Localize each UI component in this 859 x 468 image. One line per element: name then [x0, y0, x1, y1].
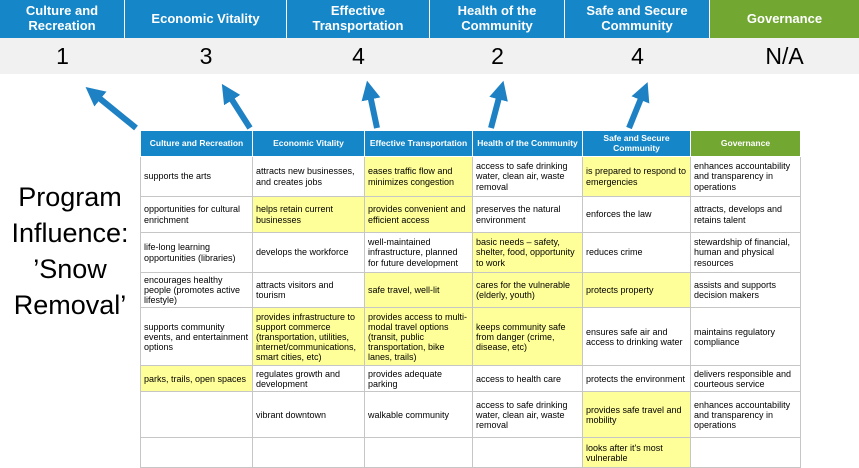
matrix-cell-empty	[690, 437, 801, 468]
matrix-cell-attracts-develops-and-retains: attracts, develops and retains talent	[690, 196, 801, 233]
matrix-cell-vibrant-downtown: vibrant downtown	[252, 391, 365, 439]
matrix-cell-attracts-visitors-and-tourism: attracts visitors and tourism	[252, 271, 365, 309]
matrix-cell-protects-property: protects property	[582, 271, 691, 309]
matrix-cell-protects-the-environment: protects the environment	[582, 365, 691, 393]
arrows-layer	[85, 80, 650, 131]
arrow-icon	[488, 80, 508, 129]
matrix-body: supports the arts attracts new businesses…	[140, 156, 801, 468]
matrix-cell-empty	[364, 437, 473, 468]
matrix-header-governance: Governance	[690, 130, 801, 157]
matrix-cell-empty	[140, 437, 253, 468]
matrix-cell-is-prepared-to-respond: is prepared to respond to emergencies	[582, 156, 691, 197]
arrow-icon	[221, 83, 253, 130]
matrix-cell-enhances-accountability-and-transparency: enhances accountability and transparency…	[690, 156, 801, 197]
matrix-cell-provides-adequate-parking: provides adequate parking	[364, 365, 473, 393]
scoreboard-score-row: 1 3 4 2 4 N/A	[0, 38, 859, 74]
matrix-header-safe-and-secure-community: Safe and Secure Community	[582, 130, 691, 157]
matrix-row-4: encourages healthy people (promotes acti…	[140, 271, 801, 309]
score-value-governance: N/A	[765, 42, 804, 69]
matrix-cell-develops-the-workforce: develops the workforce	[252, 232, 365, 273]
matrix-cell-attracts-new-businesses-and: attracts new businesses, and creates job…	[252, 156, 365, 197]
matrix-cell-walkable-community: walkable community	[364, 391, 473, 439]
matrix-cell-supports-community-events-and: supports community events, and entertain…	[140, 307, 253, 367]
matrix-cell-regulates-growth-and-development: regulates growth and development	[252, 365, 365, 393]
matrix-header-row: Culture and Recreation Economic Vitality E…	[140, 130, 801, 157]
matrix-cell-helps-retain-current-businesses: helps retain current businesses	[252, 196, 365, 233]
matrix-header-effective-transportation: Effective Transportation	[364, 130, 473, 157]
scoreboard-header-governance: Governance	[710, 0, 859, 38]
score-value-culture-and-recreation: 1	[56, 42, 69, 69]
matrix-cell-basic-needs-safety-shelter: basic needs – safety, shelter, food, opp…	[472, 232, 583, 273]
matrix-cell-access-to-health-care: access to health care	[472, 365, 583, 393]
score-value-effective-transportation: 4	[352, 42, 365, 69]
matrix-header-economic-vitality: Economic Vitality	[252, 130, 365, 157]
matrix-row-8: looks after it's most vulnerable	[140, 437, 801, 468]
matrix-cell-cares-for-the-vulnerable: cares for the vulnerable (elderly, youth…	[472, 271, 583, 309]
matrix-cell-encourages-healthy-people-promotes: encourages healthy people (promotes acti…	[140, 271, 253, 309]
matrix-cell-enhances-accountability-and-transparency: enhances accountability and transparency…	[690, 391, 801, 439]
arrow-icon	[85, 86, 138, 131]
matrix-cell-stewardship-of-financial-human: stewardship of financial, human and phys…	[690, 232, 801, 273]
scoreboard-header-safe-and-secure-community: Safe and Secure Community	[565, 0, 710, 38]
matrix-cell-supports-the-arts: supports the arts	[140, 156, 253, 197]
matrix-header-health-of-the-community: Health of the Community	[472, 130, 583, 157]
matrix-cell-parks-trails-open-spaces: parks, trails, open spaces	[140, 365, 253, 393]
scoreboard-header-economic-vitality: Economic Vitality	[125, 0, 287, 38]
matrix-cell-ensures-safe-air-and: ensures safe air and access to drinking …	[582, 307, 691, 367]
matrix-header-culture-and-recreation: Culture and Recreation	[140, 130, 253, 157]
matrix-cell-access-to-safe-drinking: access to safe drinking water, clean air…	[472, 391, 583, 439]
matrix-cell-empty	[472, 437, 583, 468]
scoreboard-header-culture-and-recreation: Culture and Recreation	[0, 0, 125, 38]
matrix-row-2: opportunities for cultural enrichment hel…	[140, 196, 801, 233]
matrix-row-6: parks, trails, open spaces regulates grow…	[140, 365, 801, 393]
matrix-cell-provides-convenient-and-efficient: provides convenient and efficient access	[364, 196, 473, 233]
matrix-cell-eases-traffic-flow-and: eases traffic flow and minimizes congest…	[364, 156, 473, 197]
arrow-icon	[361, 80, 381, 129]
matrix-header: Culture and Recreation Economic Vitality E…	[140, 130, 801, 157]
matrix-cell-reduces-crime: reduces crime	[582, 232, 691, 273]
matrix-row-1: supports the arts attracts new businesses…	[140, 156, 801, 197]
score-value-safe-and-secure-community: 4	[631, 42, 644, 69]
matrix-cell-safe-travel-well-lit: safe travel, well-lit	[364, 271, 473, 309]
matrix-row-7: vibrant downtown walkable community access…	[140, 391, 801, 439]
matrix-cell-provides-infrastructure-to-support: provides infrastructure to support comme…	[252, 307, 365, 367]
matrix-cell-life-long-learning-opportunities: life-long learning opportunities (librar…	[140, 232, 253, 273]
arrow-icon	[626, 82, 650, 130]
matrix-cell-looks-after-it-s: looks after it's most vulnerable	[582, 437, 691, 468]
matrix-cell-keeps-community-safe-from: keeps community safe from danger (crime,…	[472, 307, 583, 367]
matrix-cell-preserves-the-natural-environment: preserves the natural environment	[472, 196, 583, 233]
influence-matrix-table: Culture and Recreation Economic Vitality E…	[140, 130, 801, 468]
matrix-cell-delivers-responsible-and-courteous: delivers responsible and courteous servi…	[690, 365, 801, 393]
program-influence-label: Program Influence: ’Snow Removal’	[11, 182, 129, 320]
score-value-health-of-the-community: 2	[491, 42, 504, 69]
matrix-cell-enforces-the-law: enforces the law	[582, 196, 691, 233]
matrix-cell-empty	[140, 391, 253, 439]
matrix-cell-provides-access-to-multi: provides access to multi-modal travel op…	[364, 307, 473, 367]
matrix-cell-access-to-safe-drinking: access to safe drinking water, clean air…	[472, 156, 583, 197]
matrix-row-3: life-long learning opportunities (librar…	[140, 232, 801, 273]
scoreboard-header-row: Culture and Recreation Economic Vitality E…	[0, 0, 859, 38]
matrix-cell-well-maintained-infrastructure-planned: well-maintained infrastructure, planned …	[364, 232, 473, 273]
matrix-cell-assists-and-supports-decision: assists and supports decision makers	[690, 271, 801, 309]
scoreboard-header-health-of-the-community: Health of the Community	[430, 0, 565, 38]
matrix-cell-empty	[252, 437, 365, 468]
matrix-cell-provides-safe-travel-and: provides safe travel and mobility	[582, 391, 691, 439]
matrix-cell-maintains-regulatory-compliance: maintains regulatory compliance	[690, 307, 801, 367]
scoreboard-header-effective-transportation: Effective Transportation	[287, 0, 430, 38]
score-value-economic-vitality: 3	[199, 42, 213, 69]
matrix-row-5: supports community events, and entertain…	[140, 307, 801, 367]
matrix-cell-opportunities-for-cultural-enrichment: opportunities for cultural enrichment	[140, 196, 253, 233]
